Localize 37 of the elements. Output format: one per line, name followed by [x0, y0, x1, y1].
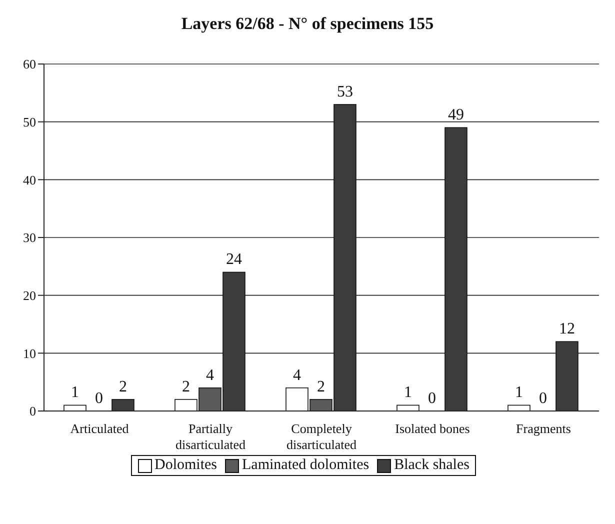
y-tick-label: 20: [23, 288, 36, 303]
data-label: 4: [206, 366, 214, 384]
bar: [64, 404, 86, 411]
data-label: 24: [226, 251, 242, 268]
legend-label: Black shales: [393, 457, 470, 474]
x-tick-label: Articulated: [70, 421, 130, 436]
x-tick-label: Partially disarticulated: [175, 421, 246, 452]
bar: [556, 341, 578, 411]
x-tick-label: Isolated bones: [395, 421, 470, 436]
data-label: 0: [94, 390, 103, 407]
legend-label: Dolomites: [154, 457, 218, 474]
y-tick-label: 30: [23, 230, 36, 246]
bar: [112, 399, 134, 411]
data-label: 53: [336, 83, 353, 100]
x-tick-label: Fragments: [516, 421, 571, 436]
data-label: 0: [538, 390, 547, 407]
data-label: 1: [514, 384, 523, 402]
legend-label: Laminated dolomites: [241, 457, 370, 474]
data-label: 2: [182, 378, 190, 396]
data-label: 1: [70, 384, 79, 402]
data-label: 12: [558, 320, 575, 338]
chart-title: Layers 62/68 - N° of specimens 155: [180, 14, 435, 34]
data-label: 4: [292, 366, 301, 384]
y-tick-label: 50: [23, 114, 36, 130]
x-tick-label: Completely disarticulated: [286, 421, 358, 452]
bar: [396, 404, 420, 411]
y-tick-label: 10: [23, 346, 36, 361]
y-tick-label: 0: [30, 404, 36, 419]
data-label: 2: [316, 378, 325, 396]
y-tick-label: 60: [23, 56, 36, 72]
bar: [508, 404, 530, 411]
y-tick-label: 40: [23, 172, 36, 188]
bar: [444, 127, 468, 411]
data-label: 49: [448, 106, 464, 124]
data-label: 1: [404, 384, 412, 402]
data-label: 2: [118, 378, 127, 396]
data-label: 0: [428, 390, 436, 407]
